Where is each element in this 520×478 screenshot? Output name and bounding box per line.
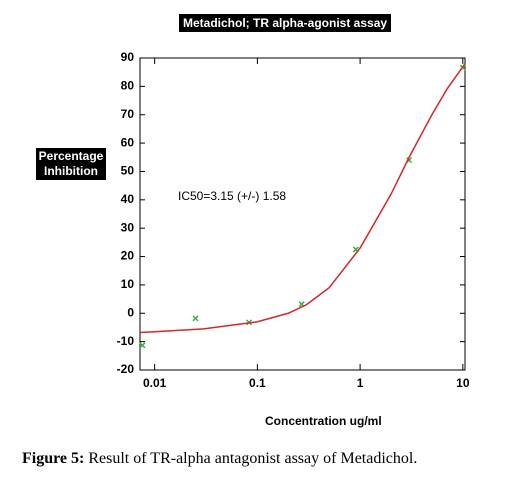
- x-tick-label: 0.01: [143, 376, 167, 390]
- y-tick-label: 20: [121, 249, 135, 263]
- y-tick-label: 30: [121, 220, 135, 234]
- y-tick-label: 70: [121, 107, 135, 121]
- data-point: [139, 342, 146, 349]
- y-axis-label: Percentage Inhibition: [36, 148, 106, 180]
- y-tick-label: -10: [117, 334, 135, 348]
- y-tick-label: 90: [121, 50, 135, 64]
- y-tick-label: 80: [121, 79, 135, 93]
- y-tick-label: 60: [121, 135, 135, 149]
- y-tick-label: 40: [121, 192, 135, 206]
- x-tick-label: 0.1: [249, 376, 266, 390]
- caption: Figure 5: Result of TR-alpha antagonist …: [22, 450, 417, 468]
- y-tick-label: 0: [127, 305, 134, 319]
- y-tick-label: 10: [121, 277, 135, 291]
- y-tick-label: 50: [121, 164, 135, 178]
- data-point: [192, 315, 199, 322]
- x-tick-label: 10: [456, 376, 470, 390]
- caption-text: Result of TR-alpha antagonist assay of M…: [88, 450, 418, 467]
- caption-label: Figure 5:: [22, 450, 85, 467]
- chart-title: Metadichol; TR alpha-agonist assay: [179, 14, 392, 32]
- annotation: IC50=3.15 (+/-) 1.58: [178, 189, 287, 203]
- fit-curve: [139, 63, 466, 334]
- y-tick-label: -20: [117, 362, 135, 376]
- plot-frame: [139, 57, 466, 371]
- x-tick-label: 1: [357, 376, 364, 390]
- x-axis-label: Concentration ug/ml: [265, 414, 382, 428]
